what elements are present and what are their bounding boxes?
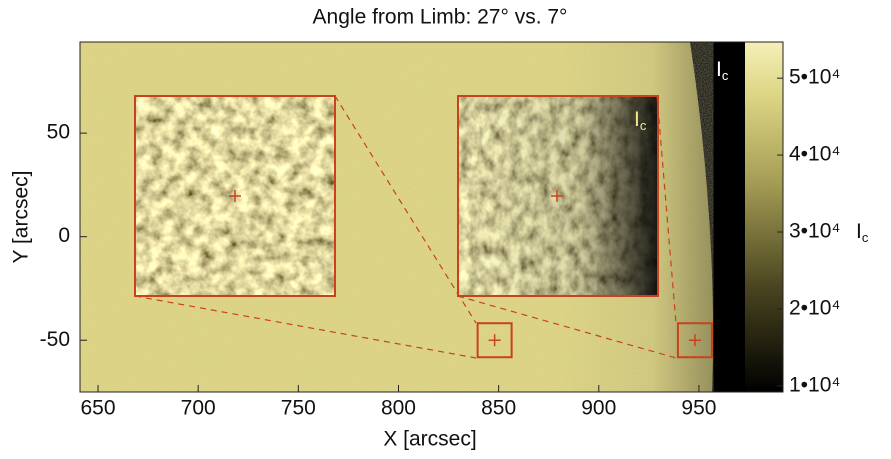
colorbar-label-main: I: [856, 220, 862, 243]
y-tick-label: -50: [40, 328, 70, 351]
x-tick-label: 950: [681, 397, 716, 420]
x-tick-label: 900: [581, 397, 616, 420]
plot-frame: [79, 41, 784, 393]
annotation-sub: c: [640, 118, 647, 133]
annotation-sub: c: [722, 68, 729, 83]
zoom-center: [488, 334, 501, 347]
x-axis-label: X [arcsec]: [383, 428, 476, 451]
x-tick-label: 700: [181, 397, 216, 420]
colorbar: [745, 42, 783, 392]
x-tick-label: 800: [381, 397, 416, 420]
annotation: Ic: [716, 58, 729, 84]
colorbar-label-sub: c: [862, 230, 869, 245]
colorbar-tick-label: 3•10⁴: [789, 220, 840, 243]
annotation-main: I: [634, 108, 640, 131]
zoom-insets: [134, 95, 677, 359]
zoom-box: [676, 322, 713, 359]
colorbar-tick-label: 1•10⁴: [789, 373, 840, 396]
annotation-main: I: [716, 58, 722, 81]
annotation: Ic: [634, 108, 647, 134]
zoom-box: [476, 322, 513, 359]
colorbar-tick-label: 4•10⁴: [789, 143, 840, 166]
y-tick-label: 50: [47, 121, 70, 144]
zoom-center: [688, 334, 701, 347]
x-tick-label: 750: [281, 397, 316, 420]
x-tick-label: 850: [481, 397, 516, 420]
chart-title: Angle from Limb: 27° vs. 7°: [313, 6, 568, 29]
x-tick-label: 650: [81, 397, 116, 420]
colorbar-tick-label: 2•10⁴: [789, 296, 840, 319]
colorbar-label: Ic: [856, 220, 869, 246]
y-axis-label: Y [arcsec]: [10, 171, 33, 264]
colorbar-tick-label: 5•10⁴: [789, 66, 840, 89]
y-tick-label: 0: [58, 224, 70, 247]
